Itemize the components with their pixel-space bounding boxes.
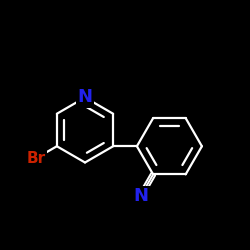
Text: Br: Br (27, 150, 46, 166)
Text: N: N (78, 88, 92, 106)
Text: N: N (133, 187, 148, 205)
